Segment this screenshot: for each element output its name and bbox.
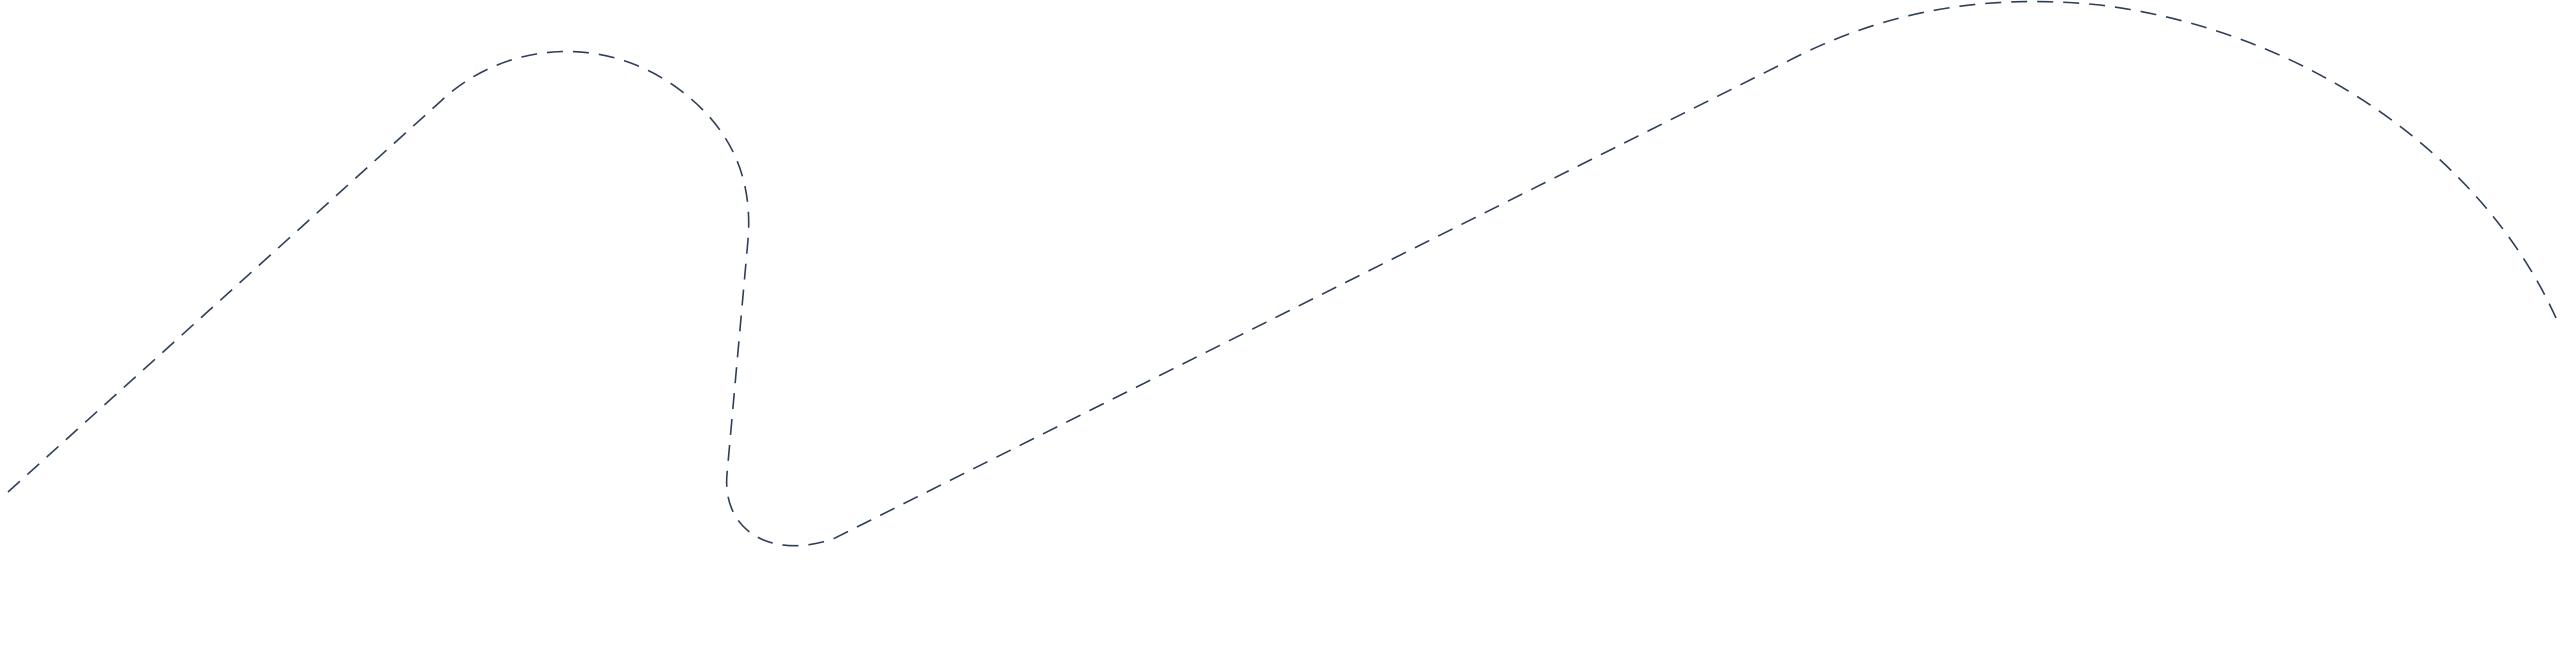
dashed-curve — [7, 0, 2557, 547]
